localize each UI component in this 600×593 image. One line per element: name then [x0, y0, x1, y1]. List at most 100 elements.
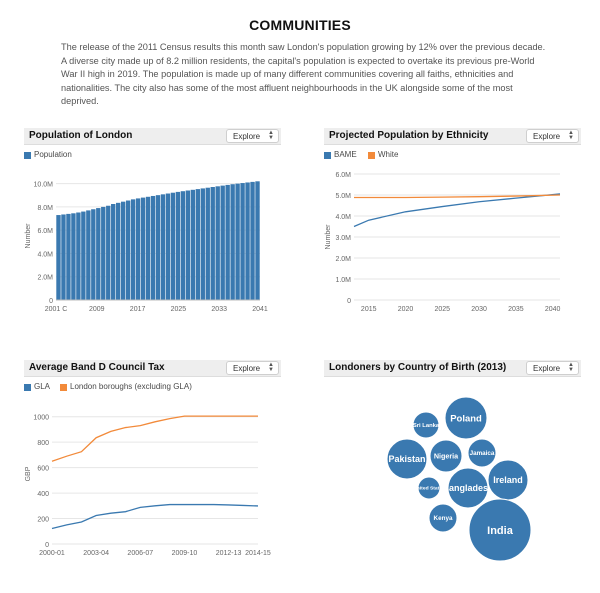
y-tick-label: 2.0M [335, 256, 351, 263]
x-tick-label: 2012-13 [216, 550, 242, 556]
legend-label: BAME [334, 150, 357, 159]
bubble [447, 467, 489, 509]
bubble-label: Jamaica [470, 450, 495, 457]
bar [205, 187, 210, 300]
bar [215, 186, 220, 300]
country-of-birth-panel: Londoners by Country of Birth (2013) Exp… [324, 360, 581, 570]
y-tick-label: 1000 [33, 415, 49, 422]
bar [145, 196, 151, 300]
y-tick-label: 4.0M [335, 214, 351, 221]
bar [225, 184, 230, 300]
select-arrows-icon: ▲ ▼ [568, 362, 574, 373]
bar [185, 190, 191, 300]
x-tick-label: 2025 [434, 306, 450, 313]
x-tick-label: 2006-07 [127, 550, 153, 556]
panel-title: Population of London [29, 130, 133, 141]
bar [160, 194, 166, 300]
bar [120, 201, 126, 300]
legend-label: Population [34, 150, 72, 159]
explore-label: Explore [533, 364, 561, 373]
bar [56, 215, 61, 300]
legend-label: White [378, 150, 399, 159]
bar [66, 213, 71, 300]
panel-header: Average Band D Council Tax Explore ▲ ▼ [24, 360, 281, 377]
legend-label: London boroughs (excluding GLA) [70, 382, 192, 391]
ethnicity-panel: Projected Population by Ethnicity Explor… [324, 128, 581, 328]
x-tick-label: 2033 [211, 306, 227, 313]
bubble [417, 476, 441, 500]
bar [61, 214, 66, 300]
panel-title: Average Band D Council Tax [29, 362, 165, 373]
council-tax-panel: Average Band D Council Tax Explore ▲ ▼ GL… [24, 360, 281, 560]
bar [210, 187, 215, 300]
y-tick-label: 6.0M [335, 172, 351, 179]
bubble-label: Poland [450, 413, 482, 424]
ethnicity-chart: 0 1.0M 2.0M 3.0M 4.0M 5.0M 6.0M Number 2015 2020 2… [325, 172, 561, 313]
bubble [386, 438, 428, 480]
panel-header: Londoners by Country of Birth (2013) Exp… [324, 360, 581, 377]
series-line [354, 194, 561, 199]
y-tick-label: 200 [37, 517, 49, 524]
panel-header: Population of London Explore ▲ ▼ [24, 128, 281, 145]
intro-paragraph: The release of the 2011 Census results t… [61, 42, 546, 106]
y-tick-label: 600 [37, 466, 49, 473]
series-line [353, 193, 561, 228]
bubble [444, 396, 488, 440]
y-tick-label: 6.0M [37, 228, 53, 235]
y-tick-label: 3.0M [335, 235, 351, 242]
bar [140, 197, 146, 300]
bar [76, 212, 81, 300]
bubble-label: United States [413, 486, 445, 492]
bubble-label: Bangladesh [442, 483, 493, 493]
country-of-birth-bubble-chart: Poland Sri Lanka Pakistan Nigeria Jamaica Uni… [386, 396, 532, 562]
bar [86, 210, 91, 300]
bubble-label: Nigeria [434, 452, 459, 461]
explore-label: Explore [233, 132, 261, 141]
bar [245, 182, 250, 300]
bar [190, 189, 196, 300]
bubble [467, 438, 497, 468]
bar [170, 192, 176, 300]
legend-swatch [368, 152, 375, 159]
series-line [51, 415, 258, 462]
y-axis-label: Number [325, 224, 332, 250]
bar [125, 200, 131, 300]
bubble-label: India [487, 525, 514, 537]
bar [96, 208, 101, 300]
x-tick-label: 2014-15 [245, 550, 271, 556]
bar [81, 211, 86, 300]
explore-dropdown[interactable]: Explore ▲ ▼ [526, 361, 579, 375]
bubble [428, 503, 458, 533]
y-tick-label: 2.0M [37, 275, 53, 282]
population-chart: 0 2.0M 4.0M 6.0M 8.0M 10.0M Number 2001 C 2009 20… [25, 181, 268, 313]
x-tick-label: 2040 [545, 306, 561, 313]
y-tick-label: 8.0M [37, 205, 53, 212]
y-tick-label: 4.0M [37, 251, 53, 258]
panel-title: Projected Population by Ethnicity [329, 130, 489, 141]
panel-title: Londoners by Country of Birth (2013) [329, 362, 507, 373]
panel-header: Projected Population by Ethnicity Explor… [324, 128, 581, 145]
y-tick-label: 0 [45, 542, 49, 549]
y-axis-label: Number [25, 223, 32, 249]
x-tick-label: 2025 [171, 306, 187, 313]
y-tick-label: 800 [37, 440, 49, 447]
explore-dropdown[interactable]: Explore ▲ ▼ [526, 129, 579, 143]
legend-swatch [24, 152, 31, 159]
y-tick-label: 5.0M [335, 193, 351, 200]
council-tax-chart: 0 200 400 600 800 1000 GBP 2000-01 2003-04 2006-0… [25, 415, 271, 556]
explore-dropdown[interactable]: Explore ▲ ▼ [226, 361, 279, 375]
explore-label: Explore [533, 132, 561, 141]
x-tick-label: 2020 [398, 306, 414, 313]
bar [250, 181, 255, 300]
population-panel: Population of London Explore ▲ ▼ Populati… [24, 128, 281, 328]
y-tick-label: 1.0M [335, 277, 351, 284]
bubble [429, 439, 463, 473]
x-tick-label: 2015 [361, 306, 377, 313]
explore-dropdown[interactable]: Explore ▲ ▼ [226, 129, 279, 143]
bubble-label: Ireland [493, 475, 523, 485]
legend-label: GLA [34, 382, 51, 391]
legend-swatch [324, 152, 331, 159]
select-arrows-icon: ▲ ▼ [568, 130, 574, 141]
legend-swatch [24, 384, 31, 391]
y-tick-label: 10.0M [34, 182, 54, 189]
